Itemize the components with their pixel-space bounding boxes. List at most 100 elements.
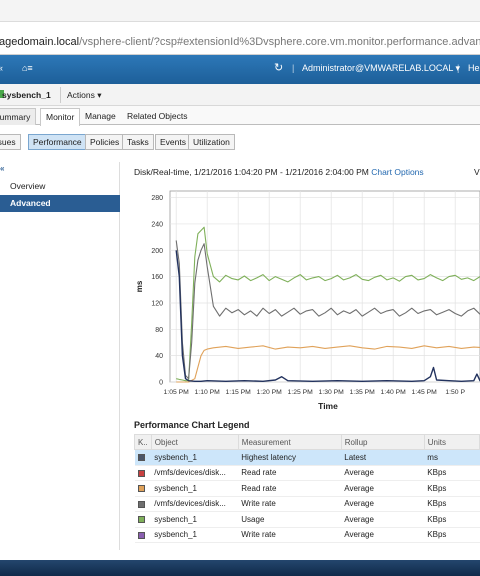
tab-monitor[interactable]: Monitor — [40, 108, 81, 126]
x-tick-label: 1:25 PM — [288, 389, 314, 396]
collapse-icon[interactable]: « — [0, 164, 5, 173]
nav-divider: | — [457, 63, 460, 73]
refresh-icon[interactable]: ↻ — [274, 62, 284, 74]
back-history-icon[interactable]: « — [0, 63, 3, 73]
legend-measurement: Write rate — [238, 527, 342, 543]
performance-sidebar: « Overview Advanced — [0, 162, 120, 550]
sidebar-item-advanced[interactable]: Advanced — [0, 195, 120, 212]
x-tick-label: 1:20 PM — [257, 389, 283, 396]
x-tick-label: 1:50 P — [445, 389, 465, 396]
chart-options-link[interactable]: Chart Options — [371, 167, 424, 177]
view-label: V — [474, 167, 480, 177]
legend-measurement: Usage — [238, 511, 342, 528]
legend-measurement: Read rate — [238, 480, 342, 497]
browser-tab-strip — [0, 0, 480, 22]
legend-row[interactable]: sysbench_1 Read rate Average KBps — [134, 480, 480, 497]
legend-units: ms — [424, 449, 480, 466]
tab-summary[interactable]: Summary — [0, 108, 37, 125]
tab-related-objects[interactable]: Related Objects — [127, 111, 188, 121]
nav-divider: | — [292, 63, 295, 73]
x-tick-label: 1:40 PM — [381, 389, 407, 396]
y-axis-label: ms — [135, 280, 144, 292]
series-line-usage — [176, 226, 480, 382]
legend-units: KBps — [424, 527, 480, 543]
legend-object: sysbench_1 — [151, 449, 239, 466]
legend-header-object[interactable]: Object — [150, 434, 239, 450]
legend-object: /vmfs/devices/disk... — [151, 496, 239, 512]
legend-rollup: Average — [341, 480, 425, 497]
x-axis-label: Time — [318, 401, 338, 411]
legend-title: Performance Chart Legend — [134, 420, 250, 430]
subtab-events[interactable]: Events — [155, 134, 191, 150]
legend-color-swatch — [137, 516, 145, 524]
y-tick-label: 80 — [155, 327, 163, 334]
object-tabs: Summary Monitor Manage Related Objects — [0, 106, 480, 126]
x-tick-label: 1:45 PM — [412, 389, 438, 396]
home-menu-icon[interactable]: ⌂≡ — [22, 63, 33, 73]
vsphere-top-nav: « ⌂≡ ↻ | Administrator@VMWARELAB.LOCAL ▾… — [0, 55, 480, 84]
vm-name: sysbench_1 — [2, 90, 51, 100]
legend-object: /vmfs/devices/disk... — [151, 465, 239, 481]
legend-units: KBps — [424, 496, 480, 512]
legend-measurement: Write rate — [238, 496, 342, 512]
legend-object: sysbench_1 — [151, 480, 239, 497]
legend-measurement: Read rate — [238, 465, 342, 481]
tab-manage[interactable]: Manage — [85, 111, 116, 121]
y-tick-label: 280 — [151, 195, 163, 202]
legend-row[interactable]: /vmfs/devices/disk... Read rate Average KBp… — [134, 465, 480, 481]
legend-key-cell — [134, 511, 152, 528]
chart-header: Disk/Real-time, 1/21/2016 1:04:20 PM - 1… — [134, 167, 480, 177]
subtab-performance[interactable]: Performance — [28, 134, 87, 150]
legend-header-measurement[interactable]: Measurement — [237, 434, 342, 450]
y-tick-label: 160 — [151, 274, 163, 281]
legend-row[interactable]: sysbench_1 Usage Average KBps — [134, 511, 480, 528]
legend-rollup: Average — [341, 511, 425, 528]
y-tick-label: 200 — [151, 248, 163, 255]
legend-rollup: Average — [341, 527, 425, 543]
legend-table: K.. Object Measurement Rollup Units sysb… — [134, 434, 480, 543]
browser-address-area: agedomain.local/vsphere-client/?csp#exte… — [0, 0, 480, 55]
legend-object: sysbench_1 — [151, 527, 239, 543]
legend-measurement: Highest latency — [238, 449, 342, 466]
legend-color-swatch — [137, 469, 145, 477]
subtab-policies[interactable]: Policies — [85, 134, 125, 150]
legend-row[interactable]: sysbench_1 Highest latency Latest ms — [134, 449, 480, 466]
y-tick-label: 40 — [155, 353, 163, 360]
x-tick-label: 1:10 PM — [195, 389, 221, 396]
legend-row[interactable]: sysbench_1 Write rate Average KBps — [134, 527, 480, 543]
series-line-highest-latency — [175, 240, 480, 380]
vm-icon — [0, 90, 4, 98]
legend-key-cell — [134, 465, 152, 481]
x-tick-label: 1:30 PM — [319, 389, 345, 396]
chart-title: Disk/Real-time, 1/21/2016 1:04:20 PM - 1… — [134, 167, 369, 177]
legend-header-rollup[interactable]: Rollup — [340, 434, 425, 450]
legend-object: sysbench_1 — [151, 511, 239, 528]
address-bar[interactable]: agedomain.local/vsphere-client/?csp#exte… — [0, 36, 480, 48]
help-menu[interactable]: He — [468, 63, 480, 73]
legend-units: KBps — [424, 480, 480, 497]
legend-color-swatch — [137, 454, 145, 462]
legend-color-swatch — [137, 531, 145, 539]
subtab-utilization[interactable]: Utilization — [188, 134, 235, 150]
performance-chart: 0 40 80 120 160 200 240 280 1:05 PM 1:10 PM 1:15 P… — [135, 190, 480, 411]
y-tick-label: 0 — [159, 380, 163, 387]
legend-header-units[interactable]: Units — [423, 434, 480, 450]
legend-row[interactable]: /vmfs/devices/disk... Write rate Average KB… — [134, 496, 480, 512]
bottom-status-bar — [0, 560, 480, 576]
legend-color-swatch — [137, 485, 145, 493]
user-menu[interactable]: Administrator@VMWARELAB.LOCAL ▾ — [302, 63, 461, 73]
subtab-tasks[interactable]: Tasks — [122, 134, 154, 150]
url-path: /vsphere-client/?csp#extensionId%3Dvsphe… — [79, 36, 480, 48]
legend-units: KBps — [424, 511, 480, 528]
url-host: agedomain.local — [0, 36, 80, 48]
legend-key-cell — [134, 449, 152, 466]
y-tick-label: 120 — [151, 300, 163, 307]
legend-header-key[interactable]: K.. — [134, 434, 152, 450]
x-tick-label: 1:15 PM — [226, 389, 252, 396]
legend-key-cell — [134, 496, 152, 512]
sidebar-item-overview[interactable]: Overview — [10, 181, 46, 191]
subtab-issues[interactable]: Issues — [0, 134, 21, 150]
legend-rollup: Average — [341, 496, 425, 512]
legend-key-cell — [134, 480, 152, 497]
actions-menu[interactable]: Actions ▾ — [60, 87, 108, 103]
